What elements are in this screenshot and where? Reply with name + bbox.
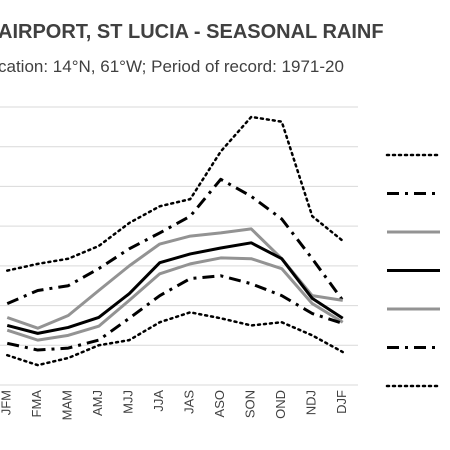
series-line <box>6 274 344 352</box>
x-tick-label: ASO <box>212 390 227 417</box>
series-line <box>6 241 344 335</box>
x-tick-label: SON <box>243 390 258 418</box>
chart-subtitle: cation: 14°N, 61°W; Period of record: 19… <box>0 57 344 76</box>
series-line <box>6 311 344 367</box>
x-tick-label: JFM <box>0 390 14 415</box>
series-line <box>6 177 344 305</box>
x-tick-label: FMA <box>29 390 44 418</box>
x-tick-label: MJJ <box>121 390 136 414</box>
series-line <box>6 256 344 342</box>
series-line <box>6 115 344 272</box>
chart-title: AIRPORT, ST LUCIA - SEASONAL RAINF <box>0 21 384 43</box>
x-tick-label: JAS <box>182 390 197 414</box>
x-tick-label: MAM <box>60 390 75 420</box>
x-tick-label: DJF <box>334 390 349 414</box>
x-tick-label: OND <box>273 390 288 419</box>
x-tick-label: JJA <box>151 390 166 412</box>
x-tick-label: NDJ <box>304 390 319 415</box>
x-tick-label: AMJ <box>90 390 105 416</box>
